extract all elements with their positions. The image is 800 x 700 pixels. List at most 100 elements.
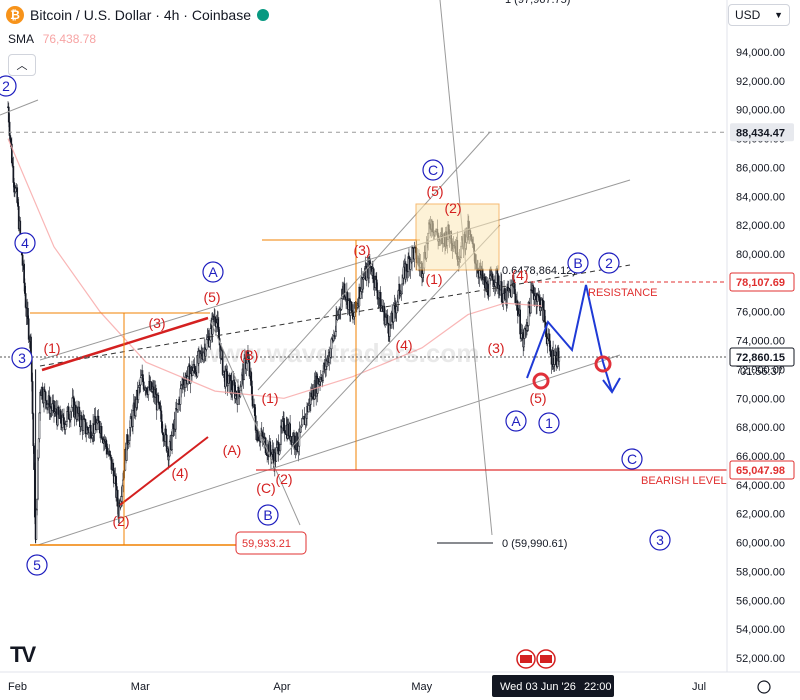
candle-body xyxy=(300,426,302,433)
candle-body xyxy=(340,298,343,310)
candle-body xyxy=(297,445,300,452)
candle-body xyxy=(184,380,186,388)
tradingview-logo: TV xyxy=(10,642,36,667)
price-label-88434-box xyxy=(730,123,794,142)
price-tick-label: 82,000.00 xyxy=(736,220,785,232)
wave-label-red: (1) xyxy=(261,390,278,406)
wave-circle-blue xyxy=(257,504,279,526)
candle-body xyxy=(347,300,350,310)
candle-body xyxy=(78,406,81,422)
wave-label-red: (A) xyxy=(223,442,242,458)
wave-label-blue: C xyxy=(428,162,438,178)
wave-label-blue: 5 xyxy=(33,557,41,573)
candle-body xyxy=(145,387,148,393)
low-price-label: 59,933.21 xyxy=(242,538,291,550)
sma-value: 76,438.78 xyxy=(42,32,97,46)
candle-body xyxy=(38,412,41,440)
upper-channel-line xyxy=(39,179,631,361)
sma-indicator[interactable]: SMA 76,438.78 xyxy=(8,32,96,46)
candle-body xyxy=(126,434,129,445)
candle-body xyxy=(276,443,278,448)
price-tick-label: 74,000.00 xyxy=(736,336,785,348)
candle-body xyxy=(162,432,164,436)
candle-body xyxy=(398,284,401,296)
candle-body xyxy=(387,322,390,334)
time-tick-label: Apr xyxy=(273,681,290,693)
candle-body xyxy=(549,340,551,352)
price-tick-label: 60,000.00 xyxy=(736,538,785,550)
sma-line xyxy=(7,138,542,399)
candle-body xyxy=(36,498,38,511)
wave-label-blue: 3 xyxy=(18,350,26,366)
candle-body xyxy=(384,316,387,325)
candle-body xyxy=(553,364,555,367)
candle-body xyxy=(548,333,551,342)
price-tick-label: 76,000.00 xyxy=(736,307,785,319)
wave-circle-blue xyxy=(538,412,560,434)
candle-body xyxy=(10,138,12,145)
bearish-level-label: BEARISH LEVEL xyxy=(641,475,727,487)
wave-circle-blue xyxy=(422,159,444,181)
candle-body xyxy=(53,400,55,414)
flag-stripe-icon xyxy=(520,655,532,663)
candle-body xyxy=(552,350,554,367)
currency-value: USD xyxy=(735,8,761,22)
candle-body xyxy=(499,289,502,296)
flag-stripe-icon xyxy=(540,655,552,663)
currency-select[interactable]: USD ▼ xyxy=(728,4,790,26)
candle-body xyxy=(250,380,253,396)
wave-label-red: (3) xyxy=(148,315,165,331)
candle-body xyxy=(395,306,398,314)
price-tick-label: 70,000.00 xyxy=(736,393,785,405)
candle-body xyxy=(98,420,101,430)
wave-label-blue: A xyxy=(208,264,218,280)
candle-body xyxy=(265,452,268,455)
wave-label-red: (C) xyxy=(256,480,275,496)
candle-body xyxy=(33,445,35,470)
wave-label-red: (5) xyxy=(426,183,443,199)
candle-body xyxy=(67,406,70,420)
candle-body xyxy=(257,430,259,441)
price-tick-label: 66,000.00 xyxy=(736,451,785,463)
abc-channel-upper xyxy=(257,131,491,391)
candle-body xyxy=(82,419,84,431)
wave-label-red: (3) xyxy=(353,242,370,258)
candle-body xyxy=(269,441,272,453)
candle-body xyxy=(362,278,364,290)
candle-body xyxy=(13,182,15,188)
candle-body xyxy=(254,404,256,416)
candle-body xyxy=(549,350,552,357)
candle-body xyxy=(334,331,337,337)
candle-body xyxy=(44,391,47,401)
candle-body xyxy=(352,316,355,320)
candle-body xyxy=(9,135,12,140)
candle-body xyxy=(63,417,65,425)
candle-body xyxy=(16,187,19,203)
candle-body xyxy=(37,457,39,500)
time-tick-label: Mar xyxy=(131,681,150,693)
candle-body xyxy=(388,324,391,337)
candle-body xyxy=(187,366,190,378)
top-zone-box xyxy=(415,203,500,271)
time-tick-label: Feb xyxy=(8,681,27,693)
wave-circle-blue xyxy=(621,448,643,470)
candle-body xyxy=(121,485,124,498)
early-trend-line xyxy=(0,99,39,116)
price-tick-label: 84,000.00 xyxy=(736,191,785,203)
candle-body xyxy=(80,415,83,420)
wave-label-blue: B xyxy=(263,507,272,523)
candle-body xyxy=(159,408,162,412)
candle-body xyxy=(391,312,393,322)
collapse-legend-button[interactable]: ︿ xyxy=(8,54,36,76)
candle-body xyxy=(408,256,410,260)
candle-body xyxy=(375,275,377,281)
price-tick-label: 56,000.00 xyxy=(736,595,785,607)
candle-body xyxy=(147,387,150,396)
candle-body xyxy=(370,265,373,271)
candle-body xyxy=(405,263,408,272)
candle-body xyxy=(307,405,310,413)
candle-body xyxy=(96,422,98,430)
price-tick-label: 94,000.00 xyxy=(736,47,785,59)
